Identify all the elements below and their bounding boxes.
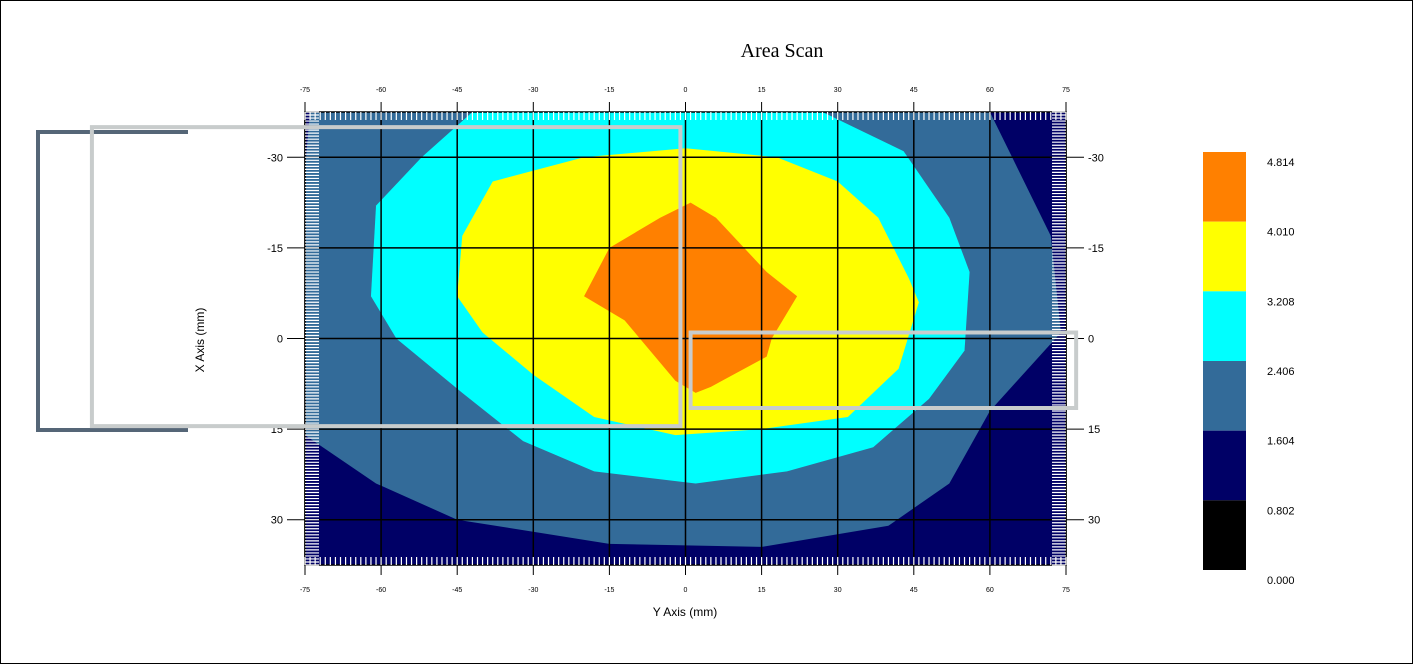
y-tick-label-left-1: -15 [267, 243, 283, 255]
legend-swatch-0 [1203, 500, 1246, 570]
x-tick-label-bottom-3: -30 [528, 587, 538, 594]
x-tick-label-bottom-5: 0 [684, 587, 688, 594]
y-tick-label-right-1: -15 [1088, 243, 1104, 255]
x-tick-label-bottom-9: 60 [986, 587, 994, 594]
legend-swatch-4 [1203, 221, 1246, 292]
x-tick-label-bottom-1: -60 [376, 587, 386, 594]
x-tick-label-bottom-0: -75 [300, 587, 310, 594]
x-tick-label-top-0: -75 [300, 87, 310, 94]
legend-label-6: 4.814 [1267, 157, 1295, 169]
minor-tick-marks [304, 111, 1067, 566]
x-tick-label-bottom-7: 30 [834, 587, 842, 594]
y-tick-label-right-0: -30 [1088, 152, 1104, 164]
x-tick-label-top-2: -45 [452, 87, 462, 94]
contour-band-5-0 [584, 202, 798, 393]
legend-label-2: 1.604 [1267, 436, 1295, 448]
legend-label-4: 3.208 [1267, 296, 1295, 308]
y-tick-label-left-2: 0 [277, 334, 283, 346]
x-tick-label-top-9: 60 [986, 87, 994, 94]
legend-label-5: 4.010 [1267, 227, 1295, 239]
x-tick-label-top-5: 0 [684, 87, 688, 94]
legend-swatch-3 [1203, 291, 1246, 361]
y-tick-label-right-4: 30 [1088, 515, 1100, 527]
x-axis-label: Y Axis (mm) [653, 605, 717, 619]
y-tick-label-left-0: -30 [267, 152, 283, 164]
y-tick-label-right-2: 0 [1088, 334, 1094, 346]
x-tick-label-bottom-2: -45 [452, 587, 462, 594]
x-tick-label-bottom-4: -15 [604, 587, 614, 594]
side-bracket [36, 130, 188, 432]
legend-swatch-5 [1203, 152, 1246, 222]
x-tick-label-top-4: -15 [604, 87, 614, 94]
chart-title: Area Scan [741, 40, 824, 62]
x-tick-label-bottom-10: 75 [1062, 587, 1070, 594]
overlay-outline-0 [89, 125, 683, 429]
x-tick-label-top-7: 30 [834, 87, 842, 94]
y-tick-label-right-3: 15 [1088, 424, 1100, 436]
x-tick-label-bottom-6: 15 [758, 587, 766, 594]
legend-swatch-1 [1203, 430, 1246, 501]
x-tick-label-top-6: 15 [758, 87, 766, 94]
y-axis-label: X Axis (mm) [193, 308, 207, 373]
y-tick-label-left-4: 30 [271, 515, 283, 527]
legend-swatch-2 [1203, 361, 1246, 431]
x-tick-label-bottom-8: 45 [910, 587, 918, 594]
x-tick-label-top-8: 45 [910, 87, 918, 94]
x-tick-label-top-1: -60 [376, 87, 386, 94]
overlay-outline-1 [688, 330, 1079, 410]
legend-label-0: 0.000 [1267, 575, 1295, 587]
x-tick-label-top-3: -30 [528, 87, 538, 94]
legend-label-1: 0.802 [1267, 505, 1295, 517]
x-tick-label-top-10: 75 [1062, 87, 1070, 94]
legend-label-3: 2.406 [1267, 366, 1295, 378]
